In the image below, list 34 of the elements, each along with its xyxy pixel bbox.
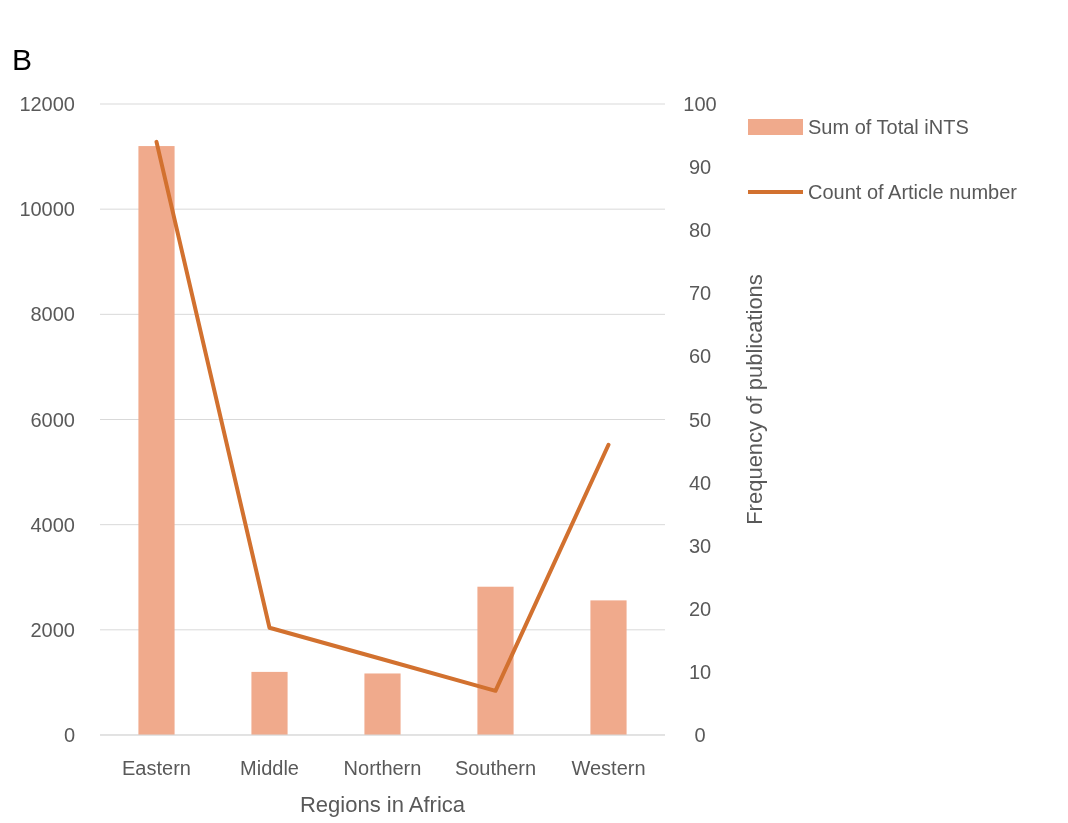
y2-tick-label: 80 <box>688 219 712 242</box>
x-tick-label: Middle <box>240 757 299 779</box>
y2-tick-label: 70 <box>688 282 712 305</box>
y-tick-label: 12000 <box>19 93 75 115</box>
y2-tick-label: 40 <box>688 471 712 494</box>
bar <box>251 671 288 735</box>
x-tick-label: Southern <box>454 757 537 779</box>
y2-tick-label: 10 <box>688 660 712 683</box>
bar <box>138 146 175 735</box>
y-tick-label: 2000 <box>30 618 75 641</box>
y2-axis-title: Frequency of publications <box>742 274 767 525</box>
x-tick-label: Eastern <box>122 757 191 779</box>
legend-label: Sum of Total iNTS <box>808 116 969 138</box>
y-tick-label: 0 <box>63 724 75 746</box>
y2-tick-label: 0 <box>694 724 706 746</box>
x-tick-label: Western <box>571 757 646 779</box>
y2-tick-label: 60 <box>688 345 712 368</box>
legend-label: Count of Article number <box>808 181 1018 203</box>
y2-tick-label: 100 <box>683 93 717 115</box>
bar <box>590 600 627 735</box>
bar <box>477 586 514 735</box>
y2-tick-label: 20 <box>688 597 712 620</box>
x-axis-title: Regions in Africa <box>299 792 466 817</box>
y-tick-label: 8000 <box>30 303 75 326</box>
y-tick-label: 4000 <box>30 513 75 536</box>
y-tick-label: 6000 <box>30 408 75 431</box>
y2-tick-label: 90 <box>688 156 712 179</box>
y2-tick-label: 30 <box>688 534 712 557</box>
y2-tick-label: 50 <box>688 408 712 431</box>
line-series <box>154 139 611 693</box>
text: B <box>12 43 33 76</box>
y-tick-label: 10000 <box>19 198 75 221</box>
x-tick-label: Northern <box>343 757 422 779</box>
bar <box>364 673 401 735</box>
